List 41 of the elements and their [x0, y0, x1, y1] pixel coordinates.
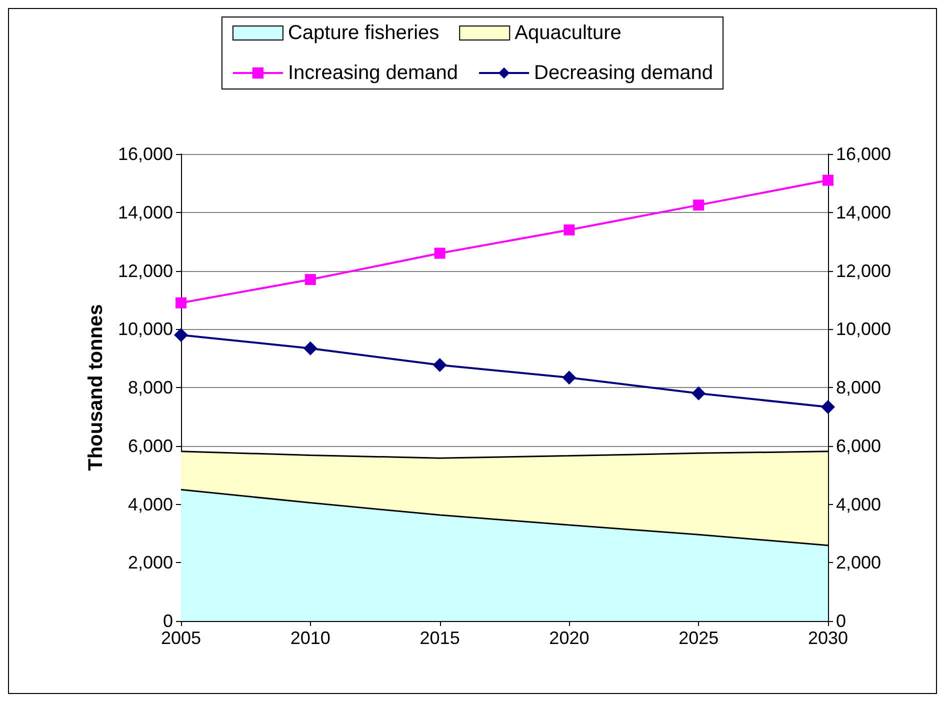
point	[304, 274, 316, 286]
y2-tick-label: 0	[836, 611, 846, 631]
x-tick-label: 2005	[160, 628, 202, 648]
y-tick-label: 0	[162, 611, 173, 631]
y-tick-label: 8,000	[128, 378, 173, 398]
point	[564, 224, 575, 236]
point	[303, 341, 318, 356]
y-tick-label: 14,000	[118, 202, 173, 222]
y2-tick-label: 14,000	[836, 202, 892, 222]
point	[432, 358, 447, 372]
x-tick-label: 2020	[549, 628, 590, 648]
y2-tick-label: 10,000	[836, 319, 892, 340]
point	[174, 328, 188, 342]
y-axis-title: Thousand tonnes	[85, 304, 107, 471]
y2-tick-label: 8,000	[836, 378, 882, 398]
x-tick-label: 2025	[678, 628, 719, 648]
point	[693, 200, 704, 211]
x-tick-label: 2030	[808, 628, 848, 648]
point	[822, 174, 834, 186]
y2-tick-label: 6,000	[836, 436, 882, 456]
y-tick-label: 10,000	[118, 319, 173, 340]
legend-label: Decreasing demand	[534, 62, 714, 84]
y-tick-label: 6,000	[128, 436, 173, 456]
y-tick-label: 4,000	[128, 494, 173, 514]
point	[692, 386, 706, 400]
point	[821, 400, 835, 414]
point	[176, 297, 186, 308]
x-tick-label: 2010	[290, 628, 330, 648]
y-tick-label: 12,000	[118, 260, 173, 281]
y2-tick-label: 2,000	[836, 552, 882, 573]
legend-label: Capture fisheries	[288, 22, 440, 44]
y2-tick-label: 16,000	[836, 144, 892, 164]
y-tick-label: 2,000	[128, 552, 173, 573]
x-tick-label: 2015	[420, 628, 460, 648]
point	[562, 370, 576, 385]
legend-label: Increasing demand	[288, 62, 458, 84]
y2-tick-label: 4,000	[836, 494, 882, 514]
legend-label: Aquaculture	[514, 22, 622, 44]
y2-tick-label: 12,000	[836, 260, 892, 281]
y-tick-label: 16,000	[118, 144, 173, 164]
point	[434, 248, 446, 259]
